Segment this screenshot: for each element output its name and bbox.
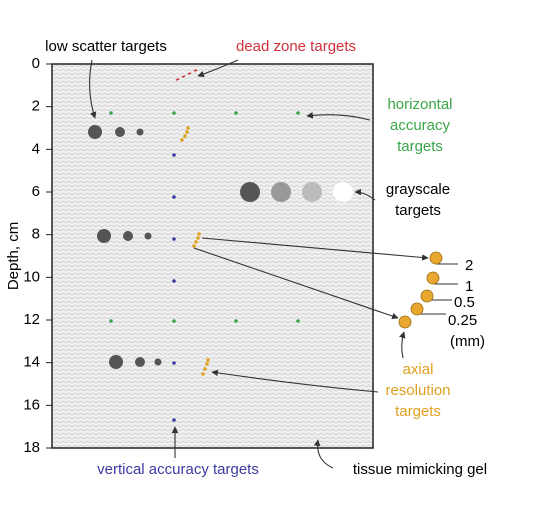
grayscale-label: grayscale [386, 181, 450, 198]
horizontal-label: horizontal [387, 96, 452, 113]
tick-label: 4 [32, 140, 40, 157]
grayscale-label: targets [395, 202, 441, 219]
axial-label: axial [403, 361, 434, 378]
size-label: 0.5 [454, 294, 475, 311]
horizontal-label: accuracy [390, 117, 451, 134]
tick-label: 2 [32, 98, 40, 115]
tick-label: 12 [23, 311, 40, 328]
tick-label: 6 [32, 183, 40, 200]
gel-label: tissue mimicking gel [353, 461, 487, 478]
size-label: 2 [465, 257, 473, 274]
tick-label: 14 [23, 354, 40, 371]
horizontal-label: targets [397, 138, 443, 155]
axial-label: resolution [385, 382, 450, 399]
tick-label: 8 [32, 226, 40, 243]
axial-label: targets [395, 403, 441, 420]
vertical-label: vertical accuracy targets [97, 461, 259, 478]
size-label: 0.25 [448, 312, 477, 329]
targets [88, 69, 458, 422]
size-label: 1 [465, 278, 473, 295]
tick-label: 0 [32, 55, 40, 72]
tick-label: 10 [23, 268, 40, 285]
arrows [89, 59, 429, 469]
phantom-box [51, 63, 374, 449]
tick-label: 18 [23, 439, 40, 456]
axis-label: Depth, cm [5, 222, 22, 290]
low-scatter-label: low scatter targets [45, 38, 167, 55]
size-label: (mm) [450, 333, 485, 350]
dead-zone-label: dead zone targets [236, 38, 356, 55]
tick-label: 16 [23, 396, 40, 413]
